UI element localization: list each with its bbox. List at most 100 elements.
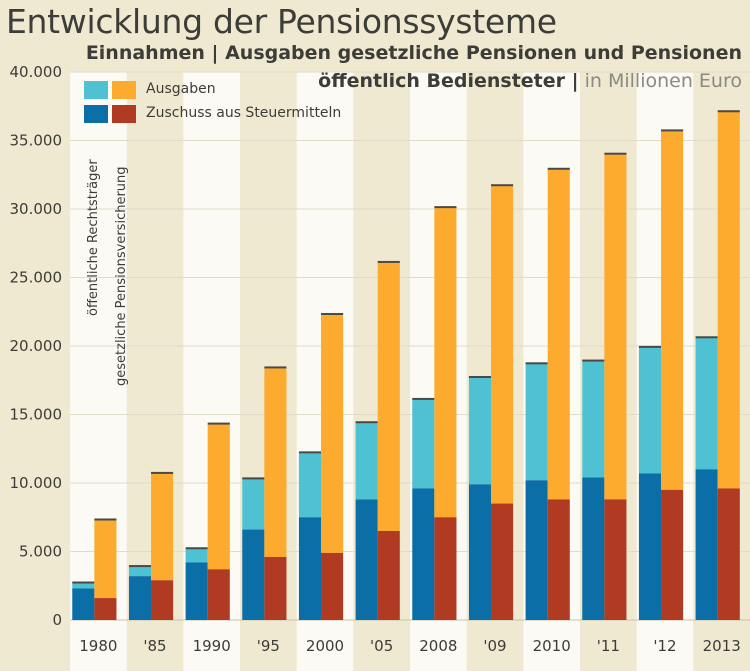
- chart-title: Entwicklung der Pensionssysteme: [6, 2, 557, 41]
- bar-top-edge: [128, 565, 152, 568]
- bar-ausgaben-pv: [491, 185, 514, 504]
- bar-zuschuss-oeffentlich: [355, 499, 378, 620]
- bar-top-edge: [491, 184, 514, 187]
- bar-ausgaben-pv: [547, 169, 570, 500]
- bar-top-edge: [72, 581, 95, 584]
- x-tick-label: 1980: [79, 637, 117, 655]
- x-tick-label: '85: [143, 637, 166, 655]
- bar-top-edge: [185, 547, 208, 550]
- bar-ausgaben-oeffentlich: [582, 361, 605, 478]
- bar-zuschuss-oeffentlich: [298, 517, 322, 620]
- x-tick-label: '95: [257, 637, 280, 655]
- bar-ausgaben-oeffentlich: [185, 548, 208, 563]
- bar-zuschuss-pv: [151, 580, 174, 620]
- bar-ausgaben-oeffentlich: [638, 347, 662, 474]
- bar-top-edge: [355, 421, 378, 424]
- bar-zuschuss-oeffentlich: [582, 477, 605, 620]
- bar-ausgaben-pv: [377, 262, 400, 531]
- y-tick-label: 25.000: [10, 269, 63, 287]
- y-tick-label: 0: [52, 611, 62, 629]
- bar-top-edge: [94, 518, 117, 521]
- bar-ausgaben-oeffentlich: [525, 363, 548, 481]
- y-tick-label: 15.000: [10, 406, 63, 424]
- bar-top-edge: [661, 129, 684, 132]
- bar-top-edge: [582, 359, 605, 362]
- bar-top-edge: [468, 376, 492, 379]
- bar-zuschuss-pv: [717, 488, 740, 620]
- bar-ausgaben-pv: [661, 130, 684, 490]
- bar-top-edge: [242, 477, 265, 480]
- bar-zuschuss-pv: [264, 556, 287, 620]
- bar-top-edge: [717, 110, 740, 113]
- chart-subtitle-line2: öffentlich Bediensteter | in Millionen E…: [318, 70, 742, 92]
- bar-zuschuss-oeffentlich: [242, 529, 265, 620]
- bar-zuschuss-oeffentlich: [128, 576, 152, 620]
- bar-zuschuss-pv: [661, 489, 684, 620]
- bar-zuschuss-pv: [491, 503, 514, 620]
- x-tick-label: '09: [483, 637, 506, 655]
- legend-label-ausgaben: Ausgaben: [146, 81, 216, 97]
- x-tick-label: 2008: [419, 637, 457, 655]
- x-tick-label: 2013: [703, 637, 741, 655]
- x-tick-label: '11: [597, 637, 620, 655]
- bar-zuschuss-oeffentlich: [185, 562, 208, 620]
- legend-vertical-label-pv: gesetzliche Pensionsversicherung: [114, 166, 129, 386]
- x-tick-label: 2010: [533, 637, 571, 655]
- bar-top-edge: [547, 167, 570, 170]
- legend-swatch-ausgaben-oeffentlich: [84, 81, 108, 99]
- y-tick-label: 20.000: [10, 337, 63, 355]
- bar-top-edge: [207, 422, 230, 425]
- bar-top-edge: [604, 152, 627, 155]
- bar-ausgaben-oeffentlich: [242, 478, 265, 530]
- bar-zuschuss-oeffentlich: [72, 588, 95, 620]
- bar-ausgaben-oeffentlich: [695, 337, 718, 470]
- bar-zuschuss-pv: [94, 598, 117, 620]
- bar-ausgaben-oeffentlich: [468, 377, 492, 485]
- bar-zuschuss-pv: [321, 552, 344, 620]
- y-tick-label: 5.000: [19, 543, 62, 561]
- bar-ausgaben-pv: [321, 314, 344, 553]
- bar-ausgaben-oeffentlich: [298, 452, 322, 518]
- legend-swatch-zuschuss-pv: [112, 105, 136, 123]
- chart-subtitle-line1: Einnahmen | Ausgaben gesetzliche Pension…: [85, 42, 742, 64]
- x-tick-label: 2000: [306, 637, 344, 655]
- bar-zuschuss-pv: [604, 499, 627, 620]
- bar-ausgaben-pv: [264, 367, 287, 557]
- bar-top-edge: [298, 451, 322, 454]
- x-tick-label: '12: [653, 637, 676, 655]
- legend-label-zuschuss: Zuschuss aus Steuermitteln: [146, 105, 342, 121]
- bar-top-edge: [638, 345, 662, 348]
- bar-top-edge: [264, 366, 287, 369]
- legend-swatch-zuschuss-oeffentlich: [84, 105, 108, 123]
- y-tick-label: 35.000: [10, 132, 63, 150]
- bar-top-edge: [377, 260, 400, 263]
- y-tick-label: 30.000: [10, 200, 63, 218]
- bar-top-edge: [151, 471, 174, 474]
- y-tick-label: 40.000: [10, 63, 63, 81]
- bar-top-edge: [321, 312, 344, 315]
- bar-ausgaben-pv: [151, 473, 174, 581]
- bar-zuschuss-oeffentlich: [525, 480, 548, 620]
- legend-swatch-ausgaben-pv: [112, 81, 136, 99]
- bar-ausgaben-pv: [434, 207, 457, 518]
- y-tick-label: 10.000: [10, 474, 63, 492]
- bar-zuschuss-oeffentlich: [638, 473, 662, 620]
- bar-zuschuss-oeffentlich: [412, 488, 435, 620]
- subtitle-bold: öffentlich Bediensteter |: [318, 70, 579, 92]
- bar-ausgaben-oeffentlich: [128, 566, 152, 577]
- bar-ausgaben-pv: [717, 111, 740, 489]
- bar-top-edge: [412, 397, 435, 400]
- bar-zuschuss-oeffentlich: [468, 484, 492, 620]
- bar-zuschuss-pv: [207, 569, 230, 620]
- bar-zuschuss-pv: [547, 499, 570, 620]
- bar-ausgaben-pv: [94, 519, 117, 599]
- bar-zuschuss-pv: [377, 530, 400, 620]
- subtitle-unit: in Millionen Euro: [578, 70, 742, 92]
- bar-ausgaben-oeffentlich: [72, 583, 95, 589]
- legend-vertical-label-oeffentlich: öffentliche Rechtsträger: [86, 159, 101, 316]
- bar-top-edge: [434, 206, 457, 209]
- bar-ausgaben-oeffentlich: [355, 422, 378, 500]
- bar-ausgaben-pv: [207, 424, 230, 570]
- bar-top-edge: [695, 336, 718, 339]
